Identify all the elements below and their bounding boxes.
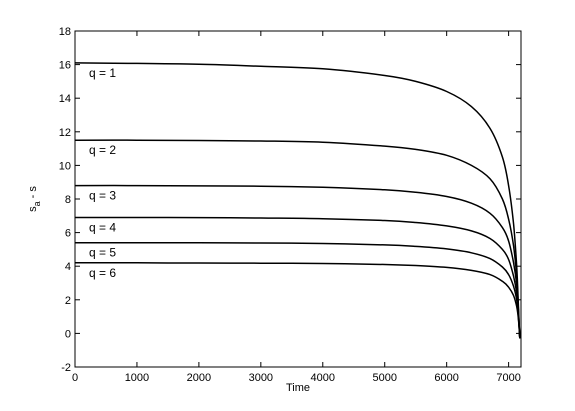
x-tick-label: 3000 <box>249 372 273 384</box>
y-tick-label: 0 <box>65 328 71 340</box>
x-tick-label: 1000 <box>125 372 149 384</box>
y-axis-label: sa - s <box>27 186 42 212</box>
series-label-q1: q = 1 <box>89 66 116 80</box>
y-tick-label: 18 <box>59 26 71 38</box>
axis-ticks: 0 1000 2000 3000 4000 5000 6000 7000-2024681012… <box>59 26 521 384</box>
y-tick-label: 16 <box>59 60 71 72</box>
x-tick-label: 5000 <box>372 372 396 384</box>
series-line-q6 <box>74 262 521 339</box>
y-axis-label-s: s <box>27 206 39 212</box>
series-label-q6: q = 6 <box>89 266 116 280</box>
x-tick-label: 7000 <box>496 372 520 384</box>
series-labels: q = 1 q = 2 q = 3 q = 4 q = 5 q = 6 <box>89 66 116 280</box>
y-tick-label: 8 <box>65 194 71 206</box>
x-axis-label: Time <box>286 382 310 394</box>
series-line-q5 <box>75 241 521 339</box>
y-tick-label: 14 <box>59 93 71 105</box>
series-line-q2 <box>74 139 521 339</box>
y-axis-label-subscript: a <box>32 201 42 206</box>
x-tick-label: 0 <box>72 372 78 384</box>
x-tick-label: 6000 <box>434 372 458 384</box>
y-tick-label: 10 <box>59 160 71 172</box>
series-label-q4: q = 4 <box>89 220 116 234</box>
series-lines <box>74 62 521 339</box>
x-tick-label: 2000 <box>187 372 211 384</box>
y-tick-label: 2 <box>65 295 71 307</box>
series-label-q2: q = 2 <box>89 143 116 157</box>
series-line-q3 <box>74 184 521 339</box>
series-label-q5: q = 5 <box>89 246 116 260</box>
y-tick-label: 6 <box>65 228 71 240</box>
y-axis-label-rest: - s <box>27 186 39 202</box>
y-tick-label: 12 <box>59 127 71 139</box>
series-label-q3: q = 3 <box>89 189 116 203</box>
y-tick-label: -2 <box>61 362 71 374</box>
series-line-q1 <box>74 62 521 339</box>
y-tick-label: 4 <box>65 261 71 273</box>
series-line-q4 <box>75 216 521 339</box>
x-tick-label: 4000 <box>311 372 335 384</box>
